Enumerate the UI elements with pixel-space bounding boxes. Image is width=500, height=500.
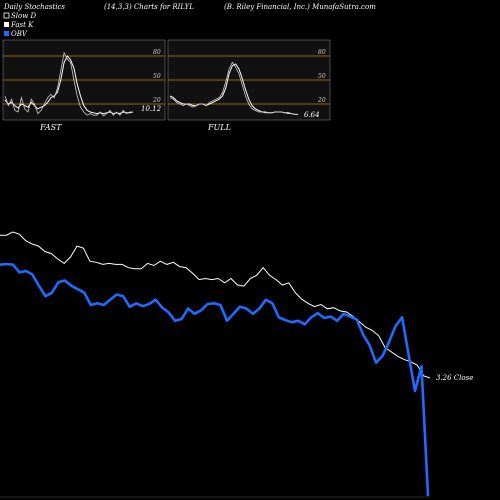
full-panel: 20 50 80 6.64 FULL	[167, 39, 331, 132]
full-panel-label: FULL	[207, 123, 231, 132]
price-line	[0, 231, 431, 379]
legend-swatch-fast-k	[4, 22, 9, 27]
full-series-fast-k	[169, 61, 298, 115]
fast-last-value: 10.12	[141, 105, 162, 113]
full-level-tick-20: 20	[317, 97, 326, 104]
fast-series-fast-k	[4, 51, 133, 117]
full-last-value: 6.64	[304, 111, 320, 119]
legend-label-fast-k: Fast K	[10, 21, 34, 29]
fast-panel: 20 50 80 10.12 FAST	[2, 39, 166, 132]
obv-line	[0, 262, 430, 497]
chart-title-center: (14,3,3) Charts for RILYL	[104, 3, 194, 11]
full-level-tick-80: 80	[318, 49, 326, 56]
legend-swatch-slow-d	[3, 12, 10, 19]
full-level-tick-50: 50	[318, 73, 326, 80]
price-obv-panel: 3.26 Close	[0, 231, 473, 498]
close-label: 3.26 Close	[436, 374, 473, 382]
legend: Slow D Fast K OBV	[3, 12, 36, 38]
fast-level-tick-50: 50	[153, 73, 161, 80]
legend-label-slow-d: Slow D	[11, 12, 36, 20]
fast-panel-label: FAST	[39, 123, 62, 132]
fast-level-tick-80: 80	[153, 49, 161, 56]
legend-label-obv: OBV	[11, 30, 28, 38]
chart-title-left: Daily Stochastics	[3, 3, 65, 11]
chart-title-right: (B. Riley Financial, Inc.) MunafaSutra.c…	[224, 3, 376, 11]
legend-swatch-obv	[4, 31, 9, 36]
fast-level-tick-20: 20	[152, 97, 161, 104]
